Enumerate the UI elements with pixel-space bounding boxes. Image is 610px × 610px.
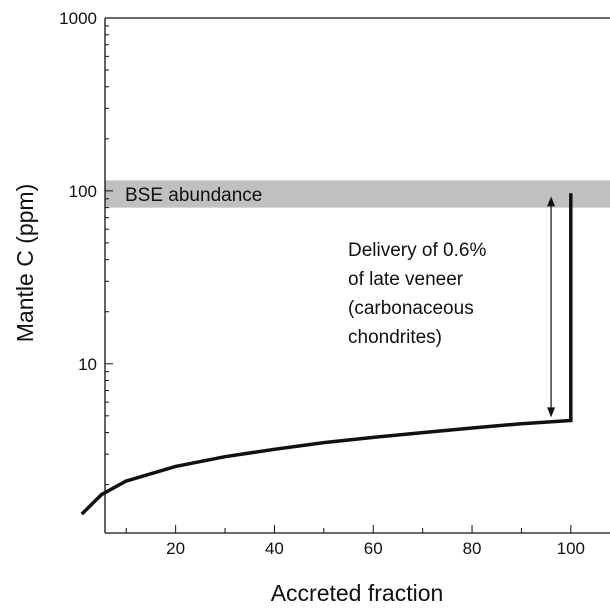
y-tick-label: 100 <box>69 182 97 201</box>
annotation-line: chondrites) <box>348 327 442 348</box>
arrow-head-bottom <box>547 407 556 418</box>
annotation-line: (carbonaceous <box>348 298 474 319</box>
annotation-line: of late veneer <box>348 269 464 290</box>
annotation-text: Delivery of 0.6% of late veneer (carbonace… <box>348 240 486 348</box>
series-points <box>81 193 571 515</box>
y-tick-label: 10 <box>78 355 97 374</box>
arrow-head-top <box>547 196 556 207</box>
series-line <box>80 193 573 516</box>
y-tick-label: 1000 <box>59 9 97 28</box>
x-ticks: 20 40 60 80 100 <box>125 525 585 558</box>
x-tick-label: 40 <box>265 539 284 558</box>
y-ticks: 10 100 1000 <box>59 9 113 486</box>
annotation-line: Delivery of 0.6% <box>348 240 486 261</box>
x-axis-title: Accreted fraction <box>271 580 444 606</box>
bse-band <box>105 180 610 208</box>
x-tick-label: 100 <box>557 539 585 558</box>
x-tick-label: 20 <box>166 539 185 558</box>
x-tick-label: 80 <box>463 539 482 558</box>
x-tick-label: 60 <box>364 539 383 558</box>
bse-band-label: BSE abundance <box>125 185 262 206</box>
y-axis-title: Mantle C (ppm) <box>12 184 38 342</box>
